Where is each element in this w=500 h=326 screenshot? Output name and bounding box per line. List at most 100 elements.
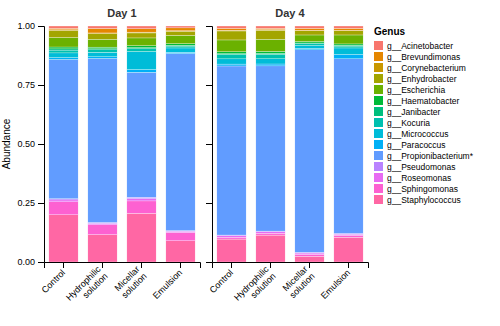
tick-label: Control <box>208 268 236 296</box>
bar-series <box>49 26 195 29</box>
bar-segment <box>334 59 363 234</box>
axis-line <box>38 27 45 263</box>
tick-mark <box>206 85 212 86</box>
legend-swatch <box>374 173 383 182</box>
bar-segment <box>166 26 195 28</box>
panel-title: Day 4 <box>275 7 305 19</box>
bar-segment <box>217 40 246 52</box>
bar-segment <box>127 213 156 262</box>
x-tick: Control <box>40 262 68 295</box>
bar-segment <box>88 34 117 39</box>
bar-segment <box>127 26 156 29</box>
bar-segment <box>127 70 156 73</box>
tick-mark <box>102 262 103 268</box>
bar-segment <box>88 39 117 47</box>
tick-label-line: Emulsion <box>319 268 352 301</box>
legend-swatch <box>374 195 383 204</box>
bar-segment <box>166 31 195 35</box>
tick-label: 1.00 <box>17 21 35 31</box>
bar-segment <box>88 52 117 56</box>
bar-segment <box>295 42 324 43</box>
bar-segment <box>217 64 246 66</box>
y-axis <box>206 27 213 263</box>
bar-segment <box>49 49 78 50</box>
chart: 0.000.250.500.751.00ControlHydrophilicso… <box>0 0 500 326</box>
tick-mark <box>38 203 44 204</box>
bar-segment <box>295 48 324 49</box>
bar-segment <box>49 47 78 49</box>
tick-mark <box>206 262 212 263</box>
bar-segment <box>217 55 246 59</box>
bar-series <box>49 48 195 70</box>
tick-label: 0.75 <box>17 80 35 90</box>
bar-segment <box>88 50 117 52</box>
x-tick: Emulsion <box>151 262 184 301</box>
tick-mark <box>38 26 44 27</box>
bar-segment <box>256 28 285 29</box>
legend-label: g__Enhydrobacter <box>387 74 457 84</box>
bar-segment <box>127 52 156 70</box>
bar-segment <box>256 66 285 231</box>
bar-series <box>49 28 195 33</box>
bar-segment <box>49 50 78 53</box>
tick-mark <box>309 262 310 268</box>
bar-segment <box>256 26 285 28</box>
legend-item: g__Roseomonas <box>374 173 451 183</box>
legend-swatch <box>374 129 383 138</box>
legend-label: g__Kocuria <box>387 118 430 128</box>
legend-swatch <box>374 52 383 61</box>
bar-segment <box>295 26 324 28</box>
tick-mark <box>38 144 44 145</box>
x-tick: Emulsion <box>319 262 352 301</box>
tick-label: Micellarsolution <box>113 264 149 300</box>
bar-segment <box>166 35 195 43</box>
bar-segment <box>295 31 324 35</box>
bar-segment <box>49 26 78 28</box>
tick-label-line: solution <box>120 271 149 300</box>
bar-segment <box>166 44 195 46</box>
tick-label: Emulsion <box>151 268 184 301</box>
tick-mark <box>206 144 212 145</box>
tick-label: 0.50 <box>17 139 35 149</box>
bar-segment <box>88 223 117 224</box>
legend-item: g__Acinetobacter <box>374 41 453 51</box>
bar-segment <box>127 38 156 46</box>
bar-segment <box>49 58 78 60</box>
legend-item: g__Escherichia <box>374 85 445 95</box>
bar-segment <box>127 197 156 198</box>
x-tick: Micellarsolution <box>281 262 317 300</box>
bar-segment <box>256 233 285 235</box>
y-axis-label: Abundance <box>1 118 12 169</box>
legend-swatch <box>374 140 383 149</box>
tick-label: Control <box>40 268 68 296</box>
tick-mark <box>348 262 349 268</box>
legend-swatch <box>374 151 383 160</box>
legend-swatch <box>374 63 383 72</box>
legend-swatch <box>374 74 383 83</box>
legend-item: g__Brevundimonas <box>374 52 460 62</box>
bar-segment <box>217 59 246 64</box>
legend-item: g__Micrococcus <box>374 129 448 139</box>
bar-series <box>49 52 195 72</box>
bar-segment <box>256 29 285 31</box>
tick-label: Emulsion <box>319 268 352 301</box>
bar-segment <box>217 31 246 40</box>
bar-segment <box>334 45 363 47</box>
tick-label-line: solution <box>288 271 317 300</box>
bar-segment <box>256 39 285 51</box>
y-tick <box>206 85 212 86</box>
tick-mark <box>270 262 271 268</box>
x-axis: ControlHydrophilicsolutionMicellarsoluti… <box>208 262 369 310</box>
bar-segment <box>295 35 324 42</box>
y-tick: 0.00 <box>17 257 44 267</box>
bar-segment <box>127 72 156 197</box>
bar-segment <box>127 48 156 49</box>
bar-segment <box>256 59 285 64</box>
tick-mark <box>231 262 232 268</box>
legend-swatch <box>374 184 383 193</box>
bar-segment <box>49 60 78 199</box>
tick-label-line: Control <box>40 268 68 296</box>
panel: 0.000.250.500.751.00ControlHydrophilicso… <box>17 7 200 310</box>
legend-label: g__Paracoccus <box>387 140 446 150</box>
bar-segment <box>88 47 117 49</box>
